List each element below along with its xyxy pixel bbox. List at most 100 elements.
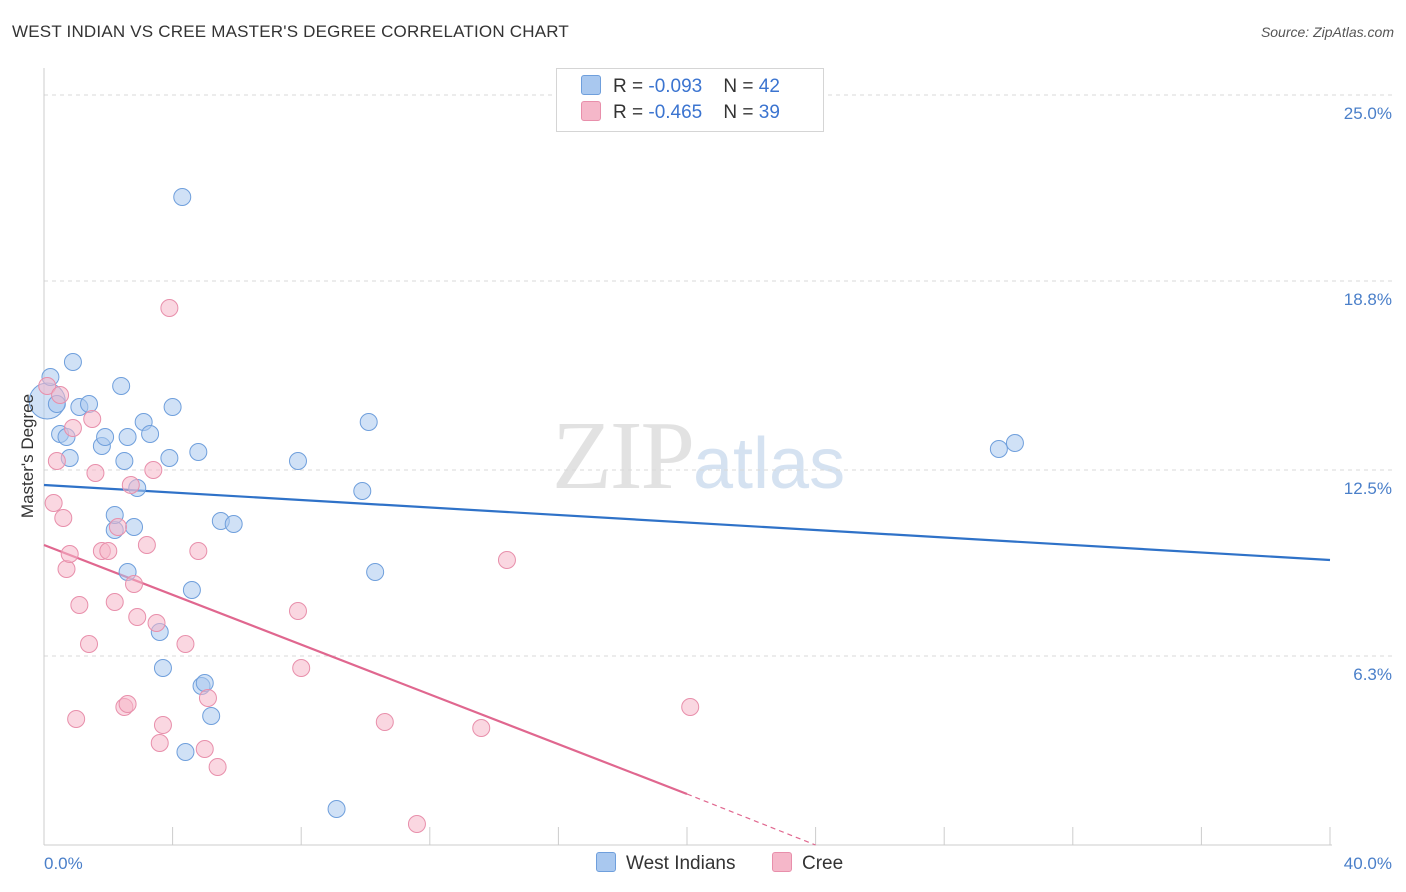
y-tick-label: 6.3% [1353, 665, 1392, 684]
west-indians-point [366, 563, 385, 581]
x-tick-label: 40.0% [1344, 854, 1392, 873]
bottom-legend-west-indians: West Indians [596, 852, 735, 875]
cree-point [105, 593, 124, 611]
west-indians-point [182, 581, 201, 599]
cree-point [80, 635, 99, 653]
cree-point [99, 542, 118, 560]
cree-point [288, 602, 307, 620]
bottom-legend-label: Cree [802, 853, 844, 874]
legend-n-label: N = [723, 76, 759, 97]
west-indians-point [989, 440, 1008, 458]
legend-swatch-west-indians [581, 75, 601, 95]
cree-trend-line [43, 543, 688, 796]
cree-point [70, 596, 89, 614]
watermark-zip: ZIP [552, 402, 695, 510]
cree-point [147, 614, 166, 632]
cree-point [38, 377, 57, 395]
cree-point [160, 299, 179, 317]
west-indians-point [118, 428, 137, 446]
chart-title: WEST INDIAN VS CREE MASTER'S DEGREE CORR… [12, 22, 569, 41]
west-indians-point [189, 443, 208, 461]
west-indians-point [112, 377, 131, 395]
cree-point [47, 452, 66, 470]
west-indians-point [80, 395, 99, 413]
cree-point [681, 698, 700, 716]
west-indians-point [195, 674, 214, 692]
points-layer [28, 188, 1024, 833]
bottom-legend-cree: Cree [772, 852, 843, 875]
west-indians-point [115, 452, 134, 470]
west-indians-point [353, 482, 372, 500]
west-indians-point [176, 743, 195, 761]
cree-point [195, 740, 214, 758]
west-indians-point [160, 449, 179, 467]
cree-point [497, 551, 516, 569]
west-indians-point [63, 353, 82, 371]
legend-n-label: N = [723, 102, 759, 123]
y-tick-label: 12.5% [1344, 479, 1392, 498]
cree-point [128, 608, 147, 626]
bottom-legend-swatch-west-indians [596, 852, 616, 872]
west-indians-point [288, 452, 307, 470]
cree-point [51, 386, 70, 404]
cree-point [83, 410, 102, 428]
y-tick-label: 18.8% [1344, 290, 1392, 309]
stats-legend: R = -0.093 N = 42 R = -0.465 N = 39 [556, 68, 824, 132]
cree-point [292, 659, 311, 677]
cree-point [189, 542, 208, 560]
west-indians-point [202, 707, 221, 725]
legend-r-value: -0.093 [648, 76, 703, 97]
cree-point [54, 509, 73, 527]
west-indians-point [141, 425, 160, 443]
west-indians-point [1005, 434, 1024, 452]
cree-point [208, 758, 227, 776]
source-label: Source: ZipAtlas.com [1260, 24, 1394, 40]
x-tick-label: 0.0% [44, 854, 83, 873]
cree-trend-extension [686, 793, 816, 846]
y-tick-label: 25.0% [1344, 104, 1392, 123]
west-indians-point [173, 188, 192, 206]
cree-point [144, 461, 163, 479]
grid-layer [44, 94, 1392, 657]
cree-point [44, 494, 63, 512]
cree-point [153, 716, 172, 734]
cree-point [407, 815, 426, 833]
axis-layer [43, 68, 1332, 846]
legend-r-label: R = [613, 76, 649, 97]
legend-row-cree: R = -0.465 N = 39 [581, 101, 780, 125]
y-axis-title: Master's Degree [18, 394, 37, 518]
west-indians-point [96, 428, 115, 446]
cree-point [472, 719, 491, 737]
west-indians-point [327, 800, 346, 818]
cree-point [67, 710, 86, 728]
legend-n-value: 39 [758, 102, 780, 123]
legend-r-label: R = [613, 102, 649, 123]
west-indians-trend-line [43, 483, 1331, 562]
cree-point [108, 518, 127, 536]
watermark: ZIPatlas [552, 400, 845, 512]
cree-point [150, 734, 169, 752]
legend-swatch-cree [581, 101, 601, 121]
cree-point [198, 689, 217, 707]
cree-point [121, 476, 140, 494]
cree-point [86, 464, 105, 482]
west-indians-point [153, 659, 172, 677]
cree-point [63, 419, 82, 437]
legend-r-value: -0.465 [648, 102, 703, 123]
west-indians-point [163, 398, 182, 416]
cree-point [60, 545, 79, 563]
cree-point [137, 536, 156, 554]
legend-row-west-indians: R = -0.093 N = 42 [581, 75, 780, 99]
cree-point [125, 575, 144, 593]
cree-point [375, 713, 394, 731]
label-layer: 25.0% 18.8% 12.5% 6.3% 0.0% 40.0% Master's Deg… [18, 104, 1392, 873]
legend-n-value: 42 [758, 76, 780, 97]
bottom-legend-label: West Indians [626, 853, 736, 874]
cree-point [118, 695, 137, 713]
west-indians-point [224, 515, 243, 533]
west-indians-point [359, 413, 378, 431]
bottom-legend-swatch-cree [772, 852, 792, 872]
trend-layer [43, 483, 1331, 846]
watermark-atlas: atlas [693, 424, 846, 504]
